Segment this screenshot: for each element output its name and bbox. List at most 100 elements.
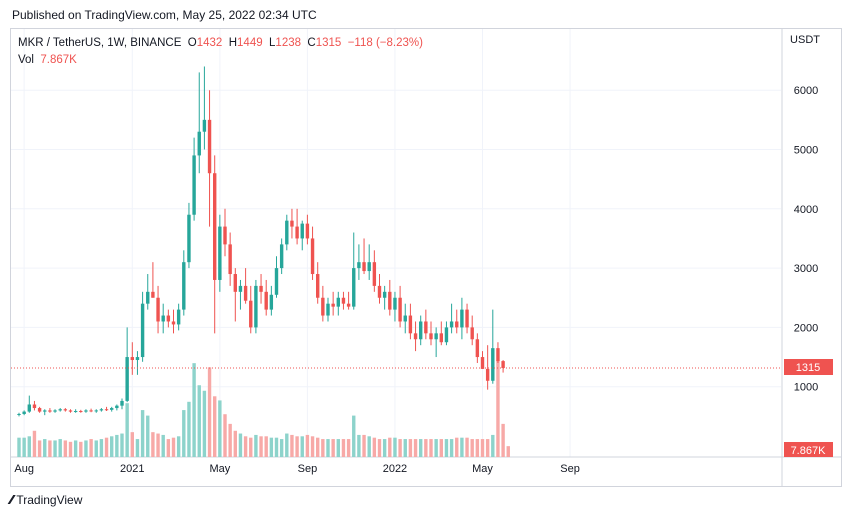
time-tick-label: 2021 bbox=[120, 463, 144, 475]
candle bbox=[63, 408, 68, 412]
volume-bar bbox=[115, 434, 119, 457]
candle-body bbox=[331, 303, 335, 307]
volume-bar bbox=[413, 439, 418, 457]
volume-bar bbox=[259, 436, 263, 457]
volume-bar bbox=[444, 439, 449, 457]
candle bbox=[125, 327, 129, 403]
volume-bar bbox=[192, 363, 196, 457]
candle-body bbox=[444, 327, 449, 343]
candle-body bbox=[362, 262, 366, 272]
last-volume-value: 7.867K bbox=[791, 445, 827, 457]
candle bbox=[408, 303, 413, 340]
legend-open-value: 1432 bbox=[196, 37, 223, 49]
candle bbox=[249, 285, 253, 334]
volume-bar bbox=[331, 439, 335, 457]
candle-body bbox=[388, 291, 392, 310]
candle-body bbox=[207, 119, 212, 174]
candle bbox=[120, 398, 124, 410]
volume-bar bbox=[218, 400, 222, 457]
candle-body bbox=[48, 410, 52, 412]
volume-bar bbox=[202, 390, 207, 457]
volume-bar bbox=[89, 439, 93, 457]
candle bbox=[341, 291, 346, 310]
candle bbox=[269, 285, 274, 316]
candle-body bbox=[99, 409, 104, 411]
volume-bar bbox=[161, 434, 165, 457]
volume-bar bbox=[460, 437, 464, 457]
candle bbox=[367, 244, 371, 280]
candle-body bbox=[171, 321, 176, 325]
candle bbox=[135, 351, 140, 375]
volume-bar bbox=[182, 410, 186, 457]
candle-body bbox=[485, 368, 490, 381]
candle-body bbox=[166, 315, 171, 322]
volume-bar bbox=[470, 439, 474, 457]
candle-body bbox=[310, 238, 315, 275]
candle bbox=[352, 232, 356, 310]
volume-bar bbox=[176, 436, 181, 457]
volume-bar bbox=[58, 439, 62, 457]
price-axis: 1000 2000 3000 4000 5000 6000 bbox=[794, 85, 818, 394]
last-price-badge: 1315 bbox=[784, 359, 833, 375]
candle-body bbox=[161, 315, 165, 322]
candle bbox=[305, 214, 310, 245]
candle-body bbox=[290, 220, 294, 227]
candle bbox=[419, 315, 423, 346]
candle bbox=[99, 408, 104, 412]
candle bbox=[336, 291, 340, 316]
volume-bar bbox=[455, 437, 459, 457]
candle bbox=[485, 345, 490, 390]
candle bbox=[285, 214, 289, 251]
candle bbox=[197, 72, 201, 174]
candle bbox=[274, 256, 279, 298]
volume-bar bbox=[156, 433, 160, 457]
volume-bar bbox=[352, 415, 356, 457]
candle-body bbox=[460, 309, 464, 328]
volume-bar bbox=[382, 439, 387, 457]
volume-bar bbox=[377, 439, 382, 457]
candle-body bbox=[465, 309, 469, 328]
candle-body bbox=[223, 226, 227, 245]
volume-bar bbox=[475, 439, 480, 457]
volume-bar bbox=[408, 439, 413, 457]
candle bbox=[424, 309, 428, 340]
legend-symbol[interactable]: MKR / TetherUS, 1W, BINANCE bbox=[18, 37, 182, 49]
volume-bar bbox=[357, 434, 361, 457]
chart-frame[interactable] bbox=[10, 28, 842, 487]
volume-bar bbox=[449, 439, 454, 457]
volume-bar bbox=[233, 430, 237, 457]
volume-bar bbox=[429, 439, 433, 457]
candle-body bbox=[470, 327, 474, 340]
candle bbox=[104, 406, 109, 412]
candle bbox=[238, 279, 243, 310]
volume-bar bbox=[228, 423, 232, 457]
candle bbox=[192, 137, 196, 221]
candle bbox=[79, 409, 83, 413]
footer-brand[interactable]: ⁄⁄ TradingView bbox=[10, 492, 82, 507]
candle-body bbox=[264, 291, 268, 310]
candle bbox=[403, 303, 407, 334]
candle-body bbox=[140, 303, 145, 358]
volume-bar bbox=[68, 441, 73, 457]
candle bbox=[264, 279, 268, 316]
candlesticks bbox=[17, 66, 505, 417]
candle bbox=[377, 274, 382, 304]
candle-body bbox=[187, 214, 191, 263]
candle-body bbox=[228, 244, 232, 275]
candle-body bbox=[43, 410, 47, 412]
legend-close-label: C bbox=[307, 37, 316, 49]
price-tick-label: 3000 bbox=[794, 263, 818, 275]
candle-body bbox=[408, 315, 413, 334]
candle-body bbox=[17, 413, 21, 415]
candle-body bbox=[94, 410, 98, 412]
volume-bar bbox=[254, 434, 258, 457]
candle-body bbox=[429, 333, 433, 340]
volume-bar bbox=[120, 433, 124, 457]
candle-body bbox=[382, 291, 387, 298]
volume-bar bbox=[238, 433, 243, 457]
candle bbox=[110, 406, 114, 412]
legend-close-value: 1315 bbox=[315, 37, 342, 49]
time-tick-label: Aug bbox=[14, 463, 34, 475]
candle bbox=[176, 303, 181, 331]
